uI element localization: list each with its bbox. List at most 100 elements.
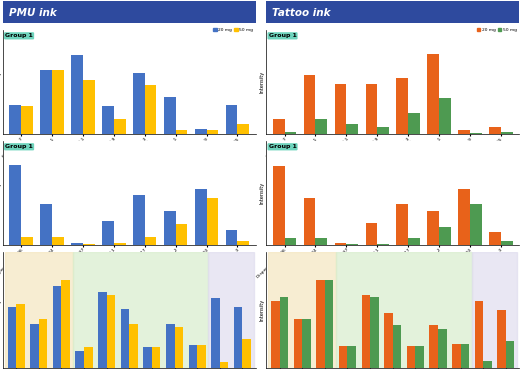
Bar [53,286,62,368]
Bar [483,361,492,368]
Bar [439,227,451,245]
Bar [268,252,336,368]
Bar [195,189,207,245]
Bar [438,329,446,368]
Text: Group 1: Group 1 [269,144,296,149]
Bar [98,292,106,368]
Bar [339,346,348,368]
Bar [164,97,175,134]
Y-axis label: Intensity: Intensity [0,299,1,321]
Bar [365,223,377,245]
Bar [226,230,238,245]
Bar [365,84,377,134]
Y-axis label: Intensity: Intensity [259,299,265,321]
Y-axis label: Intensity: Intensity [0,182,1,204]
Bar [40,204,52,245]
Bar [207,130,218,134]
Bar [335,244,347,245]
Bar [76,351,84,368]
Bar [294,319,302,368]
Bar [284,238,296,245]
Bar [377,244,389,245]
Bar [133,195,145,245]
Bar [315,238,327,245]
Bar [304,198,315,245]
Bar [460,344,469,368]
Bar [273,118,284,134]
Bar [304,75,315,134]
Bar [102,107,114,134]
Y-axis label: Intensity: Intensity [259,71,265,93]
Bar [408,238,420,245]
Bar [16,304,25,368]
Bar [430,325,438,368]
Bar [347,244,358,245]
Bar [133,73,145,134]
Bar [145,85,157,134]
Bar [470,133,482,134]
Bar [474,301,483,368]
Bar [284,132,296,134]
Bar [83,244,94,245]
Bar [396,204,408,245]
Bar [470,204,482,245]
Bar [152,347,160,368]
Bar [506,341,514,368]
Bar [8,307,16,368]
Bar [121,310,129,368]
Bar [114,119,126,134]
Text: Tattoo ink: Tattoo ink [272,8,331,18]
Bar [102,221,114,245]
Bar [164,210,175,245]
Bar [242,339,251,368]
Bar [439,98,451,134]
Bar [84,347,92,368]
Bar [174,327,183,368]
Bar [207,197,218,245]
Bar [238,124,249,134]
Bar [129,324,138,368]
Y-axis label: Intensity: Intensity [259,182,265,204]
Bar [489,232,501,245]
Bar [336,252,472,368]
Bar [166,324,174,368]
Bar [416,346,424,368]
Text: Group 1: Group 1 [5,144,33,149]
Bar [348,346,356,368]
Bar [9,165,21,245]
Bar [501,241,513,245]
Bar [226,104,238,134]
Bar [188,345,197,368]
Bar [271,301,280,368]
Bar [21,237,33,245]
Bar [377,127,389,134]
Bar [62,280,70,368]
Bar [347,124,358,134]
Bar [83,80,94,134]
Bar [428,55,439,134]
Bar [370,297,378,368]
Bar [238,241,249,245]
Bar [280,297,288,368]
Bar [39,319,48,368]
Bar [175,130,187,134]
Bar [5,252,73,368]
Bar [497,310,506,368]
Bar [71,244,83,245]
Bar [234,307,242,368]
Bar [501,132,513,134]
Y-axis label: Intensity: Intensity [0,71,1,93]
Bar [145,237,157,245]
Bar [407,346,416,368]
Bar [408,113,420,134]
Bar [211,298,220,368]
Legend: 20 mg, 50 mg: 20 mg, 50 mg [477,27,517,32]
Text: Group 1: Group 1 [5,33,33,38]
Bar [325,280,334,368]
Bar [144,347,152,368]
Bar [30,324,39,368]
Bar [73,252,208,368]
Bar [195,129,207,134]
Text: Group 1: Group 1 [269,33,296,38]
Bar [315,118,327,134]
